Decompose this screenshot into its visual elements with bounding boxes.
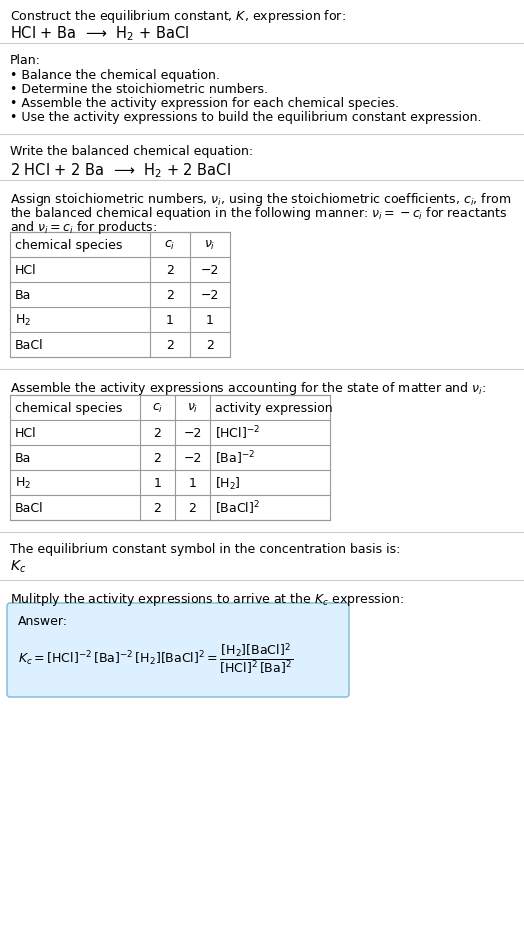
Text: $K_c$: $K_c$ <box>10 559 26 575</box>
Text: • Balance the chemical equation.: • Balance the chemical equation. <box>10 69 220 82</box>
Text: Ba: Ba <box>15 288 31 302</box>
Text: BaCl: BaCl <box>15 502 43 514</box>
Text: 2 HCl + 2 Ba  ⟶  H$_2$ + 2 BaCl: 2 HCl + 2 Ba ⟶ H$_2$ + 2 BaCl <box>10 161 231 180</box>
Text: H$_2$: H$_2$ <box>15 475 31 490</box>
Text: −2: −2 <box>201 288 219 302</box>
Text: 2: 2 <box>166 264 174 277</box>
Text: HCl + Ba  ⟶  H$_2$ + BaCl: HCl + Ba ⟶ H$_2$ + BaCl <box>10 24 189 43</box>
Text: 1: 1 <box>166 313 174 327</box>
Text: −2: −2 <box>201 264 219 277</box>
Text: [BaCl]$^2$: [BaCl]$^2$ <box>215 499 260 517</box>
Text: Answer:: Answer: <box>18 614 68 627</box>
Text: 2: 2 <box>154 426 161 440</box>
Text: −2: −2 <box>183 451 202 465</box>
Text: 2: 2 <box>166 288 174 302</box>
Text: Mulitply the activity expressions to arrive at the $K_c$ expression:: Mulitply the activity expressions to arr… <box>10 590 405 607</box>
FancyBboxPatch shape <box>7 604 349 697</box>
Text: Assemble the activity expressions accounting for the state of matter and $\nu_i$: Assemble the activity expressions accoun… <box>10 380 486 397</box>
Text: $K_c = [\mathrm{HCl}]^{-2}\,[\mathrm{Ba}]^{-2}\,[\mathrm{H_2}][\mathrm{BaCl}]^2 : $K_c = [\mathrm{HCl}]^{-2}\,[\mathrm{Ba}… <box>18 641 293 676</box>
Bar <box>10 232 230 358</box>
Text: 2: 2 <box>166 339 174 351</box>
Text: activity expression: activity expression <box>215 402 333 414</box>
Text: H$_2$: H$_2$ <box>15 312 31 327</box>
Text: BaCl: BaCl <box>15 339 43 351</box>
Text: 2: 2 <box>206 339 214 351</box>
Text: The equilibrium constant symbol in the concentration basis is:: The equilibrium constant symbol in the c… <box>10 543 400 555</box>
Text: 2: 2 <box>154 502 161 514</box>
Text: and $\nu_i = c_i$ for products:: and $\nu_i = c_i$ for products: <box>10 219 157 236</box>
Text: Write the balanced chemical equation:: Write the balanced chemical equation: <box>10 145 253 158</box>
Text: • Use the activity expressions to build the equilibrium constant expression.: • Use the activity expressions to build … <box>10 110 482 124</box>
Text: $\nu_i$: $\nu_i$ <box>204 239 216 251</box>
Text: Assign stoichiometric numbers, $\nu_i$, using the stoichiometric coefficients, $: Assign stoichiometric numbers, $\nu_i$, … <box>10 190 511 208</box>
Text: HCl: HCl <box>15 264 37 277</box>
Text: HCl: HCl <box>15 426 37 440</box>
Text: $\nu_i$: $\nu_i$ <box>187 402 198 415</box>
Text: the balanced chemical equation in the following manner: $\nu_i = -c_i$ for react: the balanced chemical equation in the fo… <box>10 205 507 222</box>
Text: 2: 2 <box>189 502 196 514</box>
Text: 2: 2 <box>154 451 161 465</box>
Text: Plan:: Plan: <box>10 54 41 67</box>
Text: • Determine the stoichiometric numbers.: • Determine the stoichiometric numbers. <box>10 83 268 96</box>
Text: Construct the equilibrium constant, $K$, expression for:: Construct the equilibrium constant, $K$,… <box>10 8 346 25</box>
Text: 1: 1 <box>154 477 161 489</box>
Text: 1: 1 <box>189 477 196 489</box>
Text: chemical species: chemical species <box>15 239 123 251</box>
Text: Ba: Ba <box>15 451 31 465</box>
Text: • Assemble the activity expression for each chemical species.: • Assemble the activity expression for e… <box>10 97 399 109</box>
Text: $c_i$: $c_i$ <box>152 402 163 415</box>
Bar <box>10 396 330 521</box>
Text: [H$_2$]: [H$_2$] <box>215 475 241 491</box>
Text: $c_i$: $c_i$ <box>165 239 176 251</box>
Text: −2: −2 <box>183 426 202 440</box>
Text: [Ba]$^{-2}$: [Ba]$^{-2}$ <box>215 449 255 466</box>
Text: 1: 1 <box>206 313 214 327</box>
Text: [HCl]$^{-2}$: [HCl]$^{-2}$ <box>215 425 260 442</box>
Text: chemical species: chemical species <box>15 402 123 414</box>
